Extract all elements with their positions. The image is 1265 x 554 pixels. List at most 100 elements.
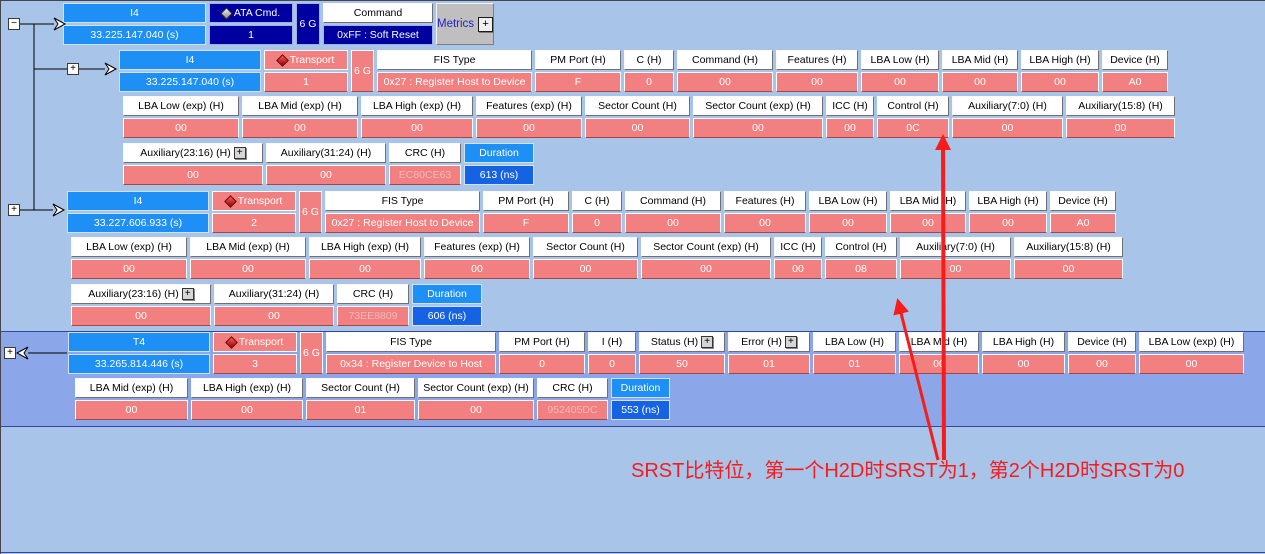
field-value-sector-count-h[interactable]: 00: [585, 118, 690, 138]
field-value-auxiliary-7-0-h[interactable]: 00: [952, 118, 1063, 138]
field-value-lba-mid-h[interactable]: 00: [942, 72, 1018, 92]
tree-expand-button-h2d-fis-1[interactable]: +: [67, 63, 79, 75]
field-header-label: Transport: [238, 336, 284, 348]
field-value-fis-type[interactable]: 0x27 : Register Host to Device: [325, 213, 480, 233]
field-error-h: Error (H) +01: [728, 332, 810, 374]
field-value-duration[interactable]: 613 (ns): [464, 165, 534, 185]
field-value-icc-h[interactable]: 00: [826, 118, 874, 138]
field-value-lba-low-h[interactable]: 01: [813, 354, 896, 374]
field-value-auxiliary-31-24-h[interactable]: 00: [266, 165, 386, 185]
field-value-lba-mid-exp-h[interactable]: 00: [190, 259, 306, 279]
field-value-device-h[interactable]: 00: [1068, 354, 1136, 374]
field-value-pm-port-h[interactable]: F: [535, 72, 621, 92]
field-value-auxiliary-15-8-h[interactable]: 00: [1066, 118, 1175, 138]
field-value-duration[interactable]: 606 (ns): [412, 306, 482, 326]
field-value-status-h[interactable]: 50: [639, 354, 725, 374]
field-value-lba-high-h[interactable]: 00: [982, 354, 1065, 374]
field-value-i4[interactable]: 33.225.147.040 (s): [119, 72, 261, 92]
metrics-button[interactable]: Metrics +: [436, 3, 494, 45]
field-value-auxiliary-23-16-h[interactable]: 00: [71, 306, 211, 326]
field-value-fis-type[interactable]: 0x34 : Register Device to Host: [326, 354, 496, 374]
field-value-pm-port-h[interactable]: 0: [499, 354, 585, 374]
field-value-command[interactable]: 0xFF : Soft Reset: [323, 25, 433, 45]
field-header-label: Device (H): [1110, 54, 1160, 66]
field-header-error-h: Error (H) +: [728, 332, 810, 352]
field-value-control-h[interactable]: 0C: [877, 118, 949, 138]
field-value-command-h[interactable]: 00: [677, 72, 773, 92]
field-value-t4[interactable]: 33.265.814.446 (s): [68, 354, 210, 374]
field-header-sector-count-exp-h: Sector Count (exp) (H): [418, 378, 534, 398]
field-value-auxiliary-7-0-h[interactable]: 00: [900, 259, 1011, 279]
expand-field-button[interactable]: +: [701, 336, 714, 348]
tree-expand-button-d2h-fis[interactable]: +: [4, 347, 16, 359]
field-value-fis-type[interactable]: 0x27 : Register Host to Device: [377, 72, 532, 92]
field-value-lba-mid-h[interactable]: 00: [899, 354, 979, 374]
field-value-lba-high-exp-h[interactable]: 00: [309, 259, 421, 279]
field-value-lba-low-h[interactable]: 00: [861, 72, 939, 92]
field-value-features-exp-h[interactable]: 00: [424, 259, 530, 279]
field-value-sector-count-exp-h[interactable]: 00: [693, 118, 823, 138]
field-value-features-h[interactable]: 00: [776, 72, 858, 92]
field-header-lba-mid-exp-h: LBA Mid (exp) (H): [75, 378, 188, 398]
field-value-crc-h[interactable]: 73EE8809: [337, 306, 409, 326]
expand-field-button[interactable]: +: [233, 147, 246, 159]
field-value-auxiliary-23-16-h[interactable]: 00: [123, 165, 263, 185]
field-header-label: I (H): [601, 336, 623, 348]
field-value-device-h[interactable]: A0: [1050, 213, 1116, 233]
field-crc-h: CRC (H) 952405DC: [537, 378, 608, 420]
field-value-c-h[interactable]: 0: [572, 213, 622, 233]
field-header-sector-count-h: Sector Count (H): [306, 378, 415, 398]
field-value-lba-low-h[interactable]: 00: [809, 213, 887, 233]
metrics-expand-icon[interactable]: +: [478, 16, 493, 32]
field-value-transport[interactable]: 2: [212, 213, 296, 233]
expand-field-button[interactable]: +: [784, 336, 797, 348]
field-lba-mid-exp-h: LBA Mid (exp) (H) 00: [75, 378, 188, 420]
field-value-pm-port-h[interactable]: F: [483, 213, 569, 233]
field-value-i-h[interactable]: 0: [588, 354, 636, 374]
field-value-sector-count-exp-h[interactable]: 00: [641, 259, 771, 279]
field-value-control-h[interactable]: 08: [825, 259, 897, 279]
field-value-c-h[interactable]: 0: [624, 72, 674, 92]
field-value-lba-mid-h[interactable]: 00: [890, 213, 966, 233]
red-diamond-icon: [223, 194, 237, 208]
field-value-lba-high-h[interactable]: 00: [969, 213, 1047, 233]
field-value-lba-low-exp-h[interactable]: 00: [123, 118, 239, 138]
field-value-sector-count-h[interactable]: 00: [533, 259, 638, 279]
tree-collapse-button-ata-cmd[interactable]: −: [8, 18, 20, 30]
field-sector-count-exp-h: Sector Count (exp) (H) 00: [641, 237, 771, 279]
field-value-lba-mid-exp-h[interactable]: 00: [75, 400, 188, 420]
expand-field-button[interactable]: +: [181, 288, 194, 300]
field-value-sector-count-h[interactable]: 01: [306, 400, 415, 420]
field-header-i4: I4: [63, 3, 206, 23]
field-value-command-h[interactable]: 00: [625, 213, 721, 233]
field-value-lba-high-exp-h[interactable]: 00: [191, 400, 303, 420]
field-value-transport[interactable]: 3: [213, 354, 297, 374]
field-value-lba-low-exp-h[interactable]: 00: [71, 259, 187, 279]
field-value-lba-mid-exp-h[interactable]: 00: [242, 118, 358, 138]
field-value-features-h[interactable]: 00: [724, 213, 806, 233]
field-value-device-h[interactable]: A0: [1102, 72, 1168, 92]
field-value-ata-cmd[interactable]: 1: [209, 25, 293, 45]
field-value-transport[interactable]: 1: [264, 72, 348, 92]
field-value-i4[interactable]: 33.227.606.933 (s): [67, 213, 209, 233]
field-header-label: Features (H): [735, 195, 795, 207]
tree-expand-button-h2d-fis-2[interactable]: +: [8, 204, 20, 216]
field-value-error-h[interactable]: 01: [728, 354, 810, 374]
field-value-duration[interactable]: 553 (ns): [611, 400, 670, 420]
field-header-lba-low-exp-h: LBA Low (exp) (H): [71, 237, 187, 257]
field-value-lba-high-exp-h[interactable]: 00: [361, 118, 473, 138]
field-value-lba-high-h[interactable]: 00: [1021, 72, 1099, 92]
field-value-lba-low-exp-h[interactable]: 00: [1139, 354, 1244, 374]
field-auxiliary-23-16-h: Auxiliary(23:16) (H) +00: [123, 143, 263, 185]
field-value-crc-h[interactable]: EC80CE63: [389, 165, 461, 185]
field-transport: Transport 3: [213, 332, 297, 374]
field-value-auxiliary-31-24-h[interactable]: 00: [214, 306, 334, 326]
field-header-label: Status (H): [650, 336, 699, 348]
field-value-features-exp-h[interactable]: 00: [476, 118, 582, 138]
field-value-crc-h[interactable]: 952405DC: [537, 400, 608, 420]
field-value-icc-h[interactable]: 00: [774, 259, 822, 279]
field-value-i4[interactable]: 33.225.147.040 (s): [63, 25, 206, 45]
field-value-sector-count-exp-h[interactable]: 00: [418, 400, 534, 420]
field-header-label: LBA Mid (H): [910, 336, 968, 348]
field-value-auxiliary-15-8-h[interactable]: 00: [1014, 259, 1123, 279]
